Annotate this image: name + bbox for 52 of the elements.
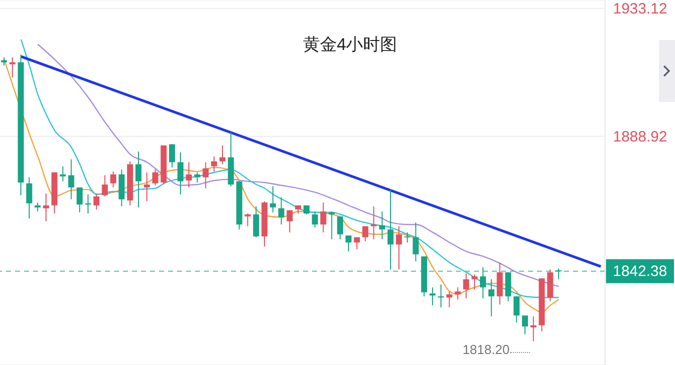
candlestick (152, 168, 158, 186)
candlestick (202, 162, 209, 189)
candlestick (472, 274, 478, 290)
candlestick (93, 193, 100, 210)
candlestick (177, 152, 184, 195)
candlestick (43, 193, 50, 222)
candlestick (404, 232, 410, 243)
candlestick (480, 266, 486, 299)
y-tick-label: 1888.92 (613, 128, 668, 146)
candlestick (463, 272, 470, 299)
candlestick (60, 166, 66, 182)
candlestick (454, 286, 461, 300)
candlestick (412, 222, 419, 262)
y-tick-label: 1933.12 (613, 0, 668, 18)
candlestick (346, 235, 352, 252)
candlestick (530, 316, 536, 342)
candlestick (328, 210, 335, 240)
candlestick (337, 216, 344, 240)
candlestick (186, 162, 192, 188)
annotation: 1818.20 (462, 342, 510, 358)
candlestick (379, 210, 386, 240)
candlestick (388, 188, 394, 270)
text: 黄金4小时图 (302, 34, 398, 56)
candlestick (253, 206, 260, 238)
candlestick (312, 210, 318, 228)
candlestick (9, 56, 16, 78)
candlestick (362, 226, 368, 242)
ref-line-label: 1842.38 (612, 263, 668, 280)
candlestick (446, 290, 452, 308)
candlestick (396, 226, 402, 270)
candlestick (354, 236, 360, 250)
candlestick (135, 151, 142, 208)
candlestick (488, 278, 494, 317)
candlestick (522, 314, 528, 335)
candlestick (514, 296, 520, 323)
candlestick (211, 156, 218, 172)
candlestick (556, 268, 562, 280)
candlestick (320, 202, 326, 233)
candlestick (144, 172, 150, 202)
candlestick (68, 158, 74, 200)
candlestick (169, 144, 176, 168)
candlestick (26, 176, 32, 219)
candlestick (430, 286, 436, 306)
candlestick (278, 196, 284, 226)
candlestick (270, 186, 276, 213)
candlestick (76, 186, 83, 213)
candlestick (110, 170, 116, 188)
candlestick (102, 174, 108, 197)
candlestick (244, 212, 251, 227)
candlestick (219, 144, 226, 165)
candlestick (194, 172, 200, 183)
candlestick (286, 210, 293, 233)
